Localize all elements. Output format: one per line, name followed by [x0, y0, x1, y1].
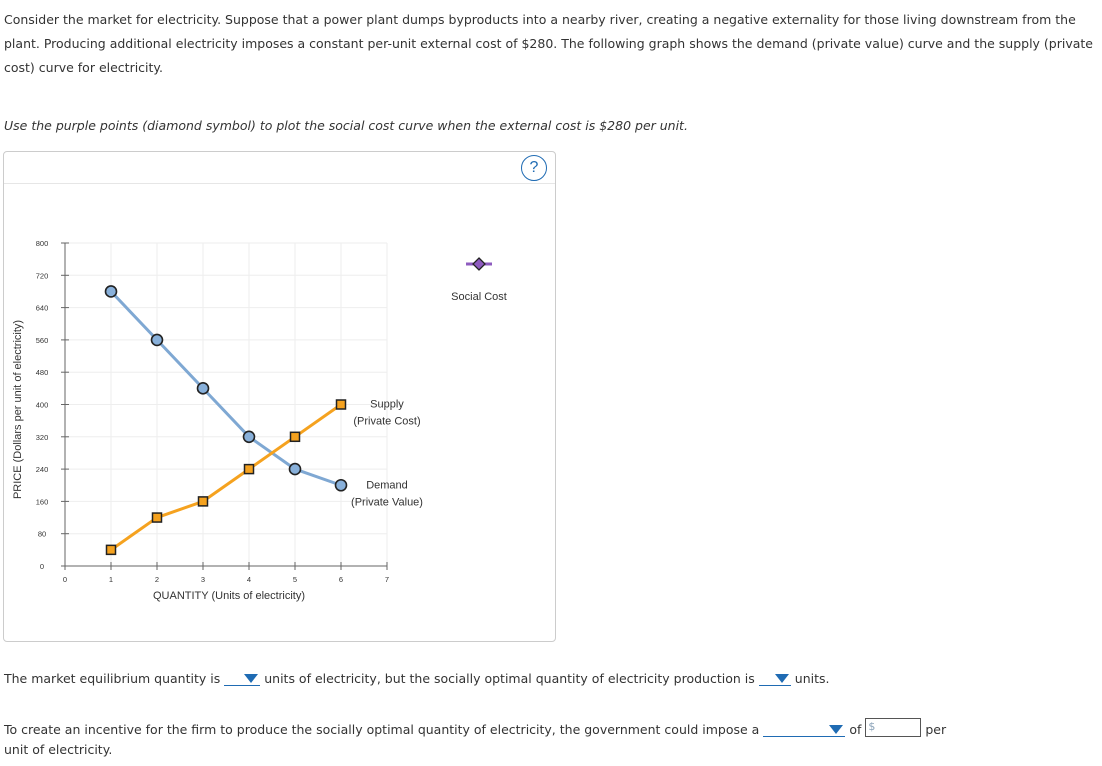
social-cost-diamond-icon[interactable] [472, 257, 486, 271]
demand-curve-line [109, 290, 342, 487]
q2-prefix: To create an incentive for the firm to p… [4, 722, 760, 737]
y-tick-label: 320 [36, 433, 49, 442]
y-tick-label: 0 [40, 562, 44, 571]
y-tick-label: 160 [36, 497, 49, 506]
y-tick-label: 400 [36, 401, 49, 410]
supply-point[interactable] [335, 399, 347, 410]
q1-middle: units of electricity, but the socially o… [264, 671, 755, 686]
optimal-quantity-dropdown[interactable] [758, 669, 791, 686]
supply-point[interactable] [197, 496, 209, 507]
graph-panel: ? 0 80 160 240 320 400 480 560 640 720 800 0 1 2 3 4 5 6 7… [3, 151, 556, 642]
demand-point[interactable] [150, 333, 164, 347]
policy-amount-input[interactable]: $ [865, 718, 922, 737]
question-policy-line2: unit of electricity. [4, 742, 113, 757]
question-equilibrium: The market equilibrium quantity is units … [4, 669, 829, 686]
intro-text: Consider the market for electricity. Sup… [4, 12, 1093, 75]
policy-type-dropdown[interactable] [763, 720, 846, 737]
y-tick-label: 640 [36, 304, 49, 313]
supply-point[interactable] [151, 512, 163, 523]
demand-point[interactable] [104, 285, 118, 298]
help-button[interactable]: ? [521, 155, 547, 181]
x-axis-title: QUANTITY (Units of electricity) [153, 590, 305, 602]
y-axis-title: PRICE (Dollars per unit of electricity) [12, 320, 24, 499]
social-cost-label: Social Cost [451, 291, 507, 303]
x-tick-label: 3 [201, 575, 205, 584]
q2-of-label: of [849, 722, 862, 737]
demand-sublabel: (Private Value) [351, 496, 423, 508]
y-tick-label: 800 [36, 239, 49, 248]
question-policy: To create an incentive for the firm to p… [4, 718, 946, 737]
y-tick-label: 720 [36, 271, 49, 280]
supply-point[interactable] [105, 544, 117, 556]
x-tick-label: 7 [385, 575, 389, 584]
chevron-down-icon [829, 725, 844, 734]
graph-panel-header: ? [4, 152, 555, 184]
demand-point[interactable] [334, 478, 348, 492]
supply-sublabel: (Private Cost) [353, 416, 420, 428]
q1-suffix: units. [794, 671, 830, 686]
y-tick-label: 80 [38, 530, 46, 539]
supply-curve-line [110, 403, 342, 552]
x-tick-label: 5 [293, 575, 297, 584]
chevron-down-icon [774, 674, 789, 683]
demand-point[interactable] [196, 382, 210, 395]
x-tick-label: 2 [155, 575, 159, 584]
x-tick-label: 0 [63, 575, 67, 584]
x-tick-label: 6 [339, 575, 343, 584]
supply-point[interactable] [243, 463, 255, 475]
y-tick-label: 240 [36, 465, 49, 474]
demand-point[interactable] [288, 462, 302, 476]
market-quantity-dropdown[interactable] [224, 669, 261, 686]
x-tick-label: 4 [247, 575, 251, 584]
dollar-sign: $ [868, 720, 876, 733]
x-tick-label: 1 [109, 575, 113, 584]
supply-label: Supply [370, 399, 404, 411]
chevron-down-icon [244, 674, 259, 683]
q1-prefix: The market equilibrium quantity is [4, 671, 221, 686]
y-tick-label: 480 [36, 368, 49, 377]
instruction-text: Use the purple points (diamond symbol) t… [4, 118, 688, 133]
y-tick-label: 560 [36, 336, 49, 345]
demand-label: Demand [366, 479, 408, 491]
chart-area[interactable]: 0 80 160 240 320 400 480 560 640 720 800 0 1 2 3 4 5 6 7 QU… [4, 152, 555, 641]
demand-point[interactable] [242, 430, 256, 444]
supply-point[interactable] [289, 431, 301, 443]
q2-suffix: per [925, 722, 947, 737]
